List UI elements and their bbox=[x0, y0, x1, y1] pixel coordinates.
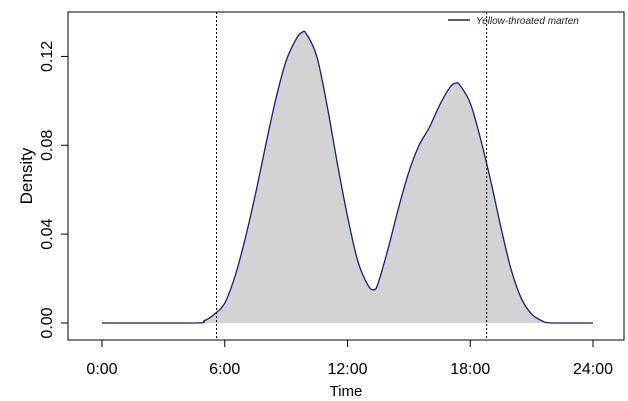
density-line-0 bbox=[102, 30, 593, 324]
reference-lines bbox=[216, 12, 488, 340]
density-area-layer bbox=[102, 30, 593, 324]
x-tick-label-0: 0:00 bbox=[86, 361, 117, 378]
y-axis-label: Density bbox=[17, 147, 36, 204]
y-tick-label-2: 0.08 bbox=[39, 130, 56, 161]
legend: Yellow-throated marten bbox=[448, 16, 579, 27]
legend-label: Yellow-throated marten bbox=[476, 16, 579, 27]
axes: 0:00 6:00 12:00 18:00 24:00 0.00 0.04 0.08 0.12 bbox=[39, 41, 613, 378]
x-tick-label-3: 18:00 bbox=[450, 361, 490, 378]
y-tick-label-3: 0.12 bbox=[39, 41, 56, 72]
x-tick-label-2: 12:00 bbox=[327, 361, 367, 378]
x-tick-label-1: 6:00 bbox=[209, 361, 240, 378]
density-fill-0 bbox=[102, 31, 593, 323]
x-axis-label: Time bbox=[330, 383, 363, 400]
y-tick-label-0: 0.00 bbox=[39, 307, 56, 338]
y-tick-label-1: 0.04 bbox=[39, 218, 56, 249]
x-tick-label-4: 24:00 bbox=[573, 361, 613, 378]
